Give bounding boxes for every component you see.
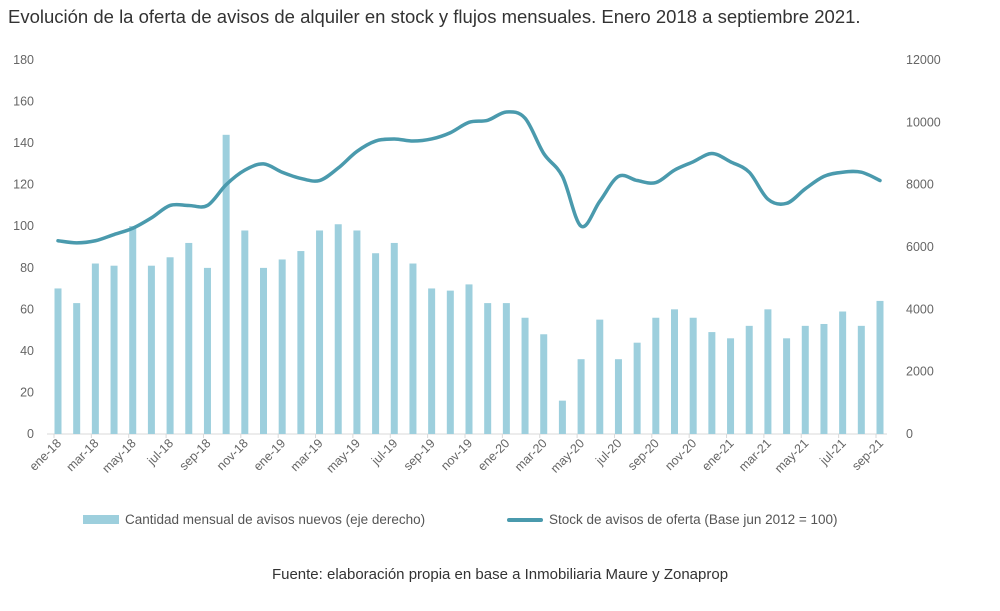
bar bbox=[577, 359, 585, 434]
bar bbox=[708, 332, 716, 434]
bar bbox=[727, 338, 735, 434]
bar bbox=[633, 342, 641, 434]
bar bbox=[185, 242, 193, 434]
bar bbox=[241, 230, 249, 434]
bar bbox=[502, 303, 510, 434]
legend-swatch-bars bbox=[83, 515, 119, 524]
bar bbox=[596, 319, 604, 434]
left-axis-tick: 60 bbox=[20, 302, 34, 316]
bar bbox=[540, 334, 548, 434]
x-axis-tick-label: jul-21 bbox=[817, 436, 849, 468]
left-axis-tick: 20 bbox=[20, 385, 34, 399]
x-axis-tick-label: may-21 bbox=[772, 436, 811, 475]
x-axis-tick-label: jul-18 bbox=[144, 436, 176, 468]
right-axis-tick: 12000 bbox=[906, 53, 941, 67]
bar bbox=[334, 224, 342, 434]
left-axis-tick: 80 bbox=[20, 261, 34, 275]
stock-line bbox=[56, 110, 882, 245]
bar bbox=[203, 267, 211, 434]
bar bbox=[129, 226, 137, 434]
bar bbox=[614, 359, 622, 434]
x-axis-tick-label: ene-21 bbox=[699, 436, 736, 473]
x-axis-tick-label: sep-21 bbox=[849, 436, 886, 473]
x-axis-tick-label: ene-18 bbox=[27, 436, 64, 473]
x-axis-tick-label: sep-20 bbox=[625, 436, 662, 473]
bar bbox=[353, 230, 361, 434]
left-axis-tick: 180 bbox=[13, 53, 34, 67]
bar bbox=[390, 242, 398, 434]
bar bbox=[652, 317, 660, 434]
bar bbox=[147, 265, 155, 434]
legend-label-line: Stock de avisos de oferta (Base jun 2012… bbox=[549, 512, 838, 527]
left-axis-tick: 140 bbox=[13, 136, 34, 150]
bar bbox=[876, 300, 884, 434]
bar bbox=[783, 338, 791, 434]
right-axis-tick: 4000 bbox=[906, 302, 934, 316]
bar bbox=[820, 323, 828, 434]
bar bbox=[558, 400, 566, 434]
x-axis-tick-label: mar-18 bbox=[64, 436, 102, 474]
bar bbox=[409, 263, 417, 434]
bar bbox=[465, 284, 473, 434]
bar bbox=[484, 303, 492, 434]
bar bbox=[166, 257, 174, 434]
legend-swatch-line bbox=[507, 517, 543, 522]
right-axis-tick: 0 bbox=[906, 427, 913, 441]
bar bbox=[372, 253, 380, 434]
bar bbox=[316, 230, 324, 434]
x-axis-tick-label: may-19 bbox=[324, 436, 363, 475]
bar bbox=[54, 288, 62, 434]
x-axis-tick-label: sep-18 bbox=[177, 436, 214, 473]
bar bbox=[521, 317, 529, 434]
left-axis-tick: 100 bbox=[13, 219, 34, 233]
x-axis-tick-label: nov-19 bbox=[438, 436, 475, 473]
bar bbox=[745, 325, 753, 434]
bar bbox=[278, 259, 286, 434]
bar bbox=[73, 303, 81, 434]
bar bbox=[297, 251, 305, 434]
left-axis-tick: 160 bbox=[13, 95, 34, 109]
x-axis-tick-label: mar-21 bbox=[736, 436, 774, 474]
x-axis-tick-label: may-20 bbox=[548, 436, 587, 475]
legend-item-line: Stock de avisos de oferta (Base jun 2012… bbox=[507, 512, 838, 527]
legend-label-bars: Cantidad mensual de avisos nuevos (eje d… bbox=[125, 512, 426, 527]
bar bbox=[689, 317, 697, 434]
bar bbox=[446, 290, 454, 434]
legend-item-bars: Cantidad mensual de avisos nuevos (eje d… bbox=[83, 512, 425, 527]
source-note: Fuente: elaboración propia en base a Inm… bbox=[271, 566, 729, 583]
bar bbox=[671, 309, 678, 434]
x-axis-tick-label: ene-19 bbox=[251, 436, 288, 473]
left-axis-tick: 40 bbox=[20, 344, 34, 358]
x-axis-tick-label: jul-19 bbox=[368, 436, 400, 468]
right-axis-tick: 10000 bbox=[906, 115, 941, 129]
x-axis-tick-label: mar-19 bbox=[288, 436, 326, 474]
bar bbox=[91, 263, 99, 434]
x-axis-tick-label: sep-19 bbox=[401, 436, 438, 473]
x-axis-tick-label: nov-18 bbox=[214, 436, 251, 473]
bar bbox=[222, 134, 230, 435]
bar bbox=[839, 311, 847, 434]
chart-title: Evolución de la oferta de avisos de alqu… bbox=[8, 6, 861, 27]
bar bbox=[260, 267, 267, 434]
bar bbox=[764, 309, 772, 434]
right-axis-tick: 8000 bbox=[906, 178, 934, 192]
x-axis-tick-label: may-18 bbox=[99, 436, 138, 475]
right-axis-tick: 2000 bbox=[906, 365, 934, 379]
x-axis-tick-label: mar-20 bbox=[512, 436, 550, 474]
bar bbox=[801, 325, 809, 434]
bar bbox=[857, 325, 865, 434]
x-axis-tick-label: ene-20 bbox=[475, 436, 512, 473]
bar bbox=[428, 288, 436, 434]
x-axis-tick-label: jul-20 bbox=[592, 436, 624, 468]
right-axis-tick: 6000 bbox=[906, 240, 934, 254]
left-axis-tick: 0 bbox=[27, 427, 34, 441]
x-axis-tick-label: nov-20 bbox=[662, 436, 699, 473]
bar bbox=[110, 265, 118, 434]
left-axis-tick: 120 bbox=[13, 178, 34, 192]
